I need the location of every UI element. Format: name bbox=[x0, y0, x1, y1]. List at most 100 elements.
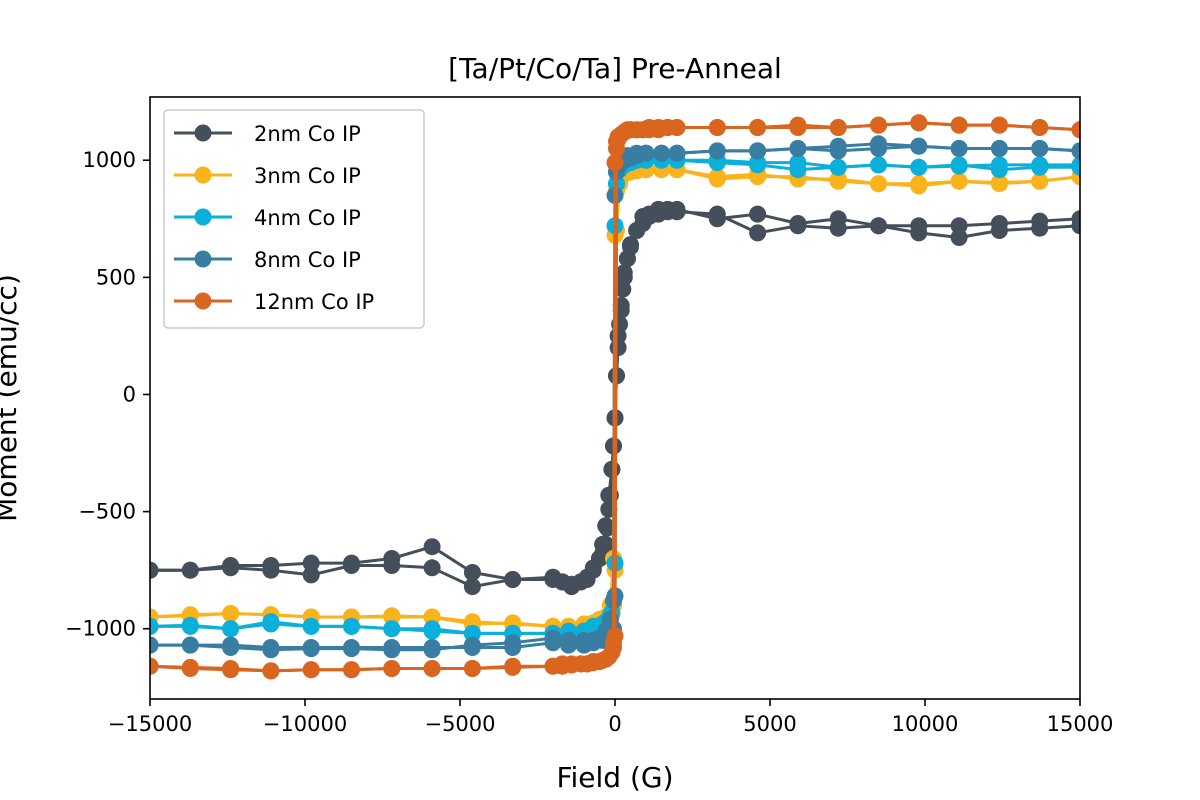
data-point bbox=[423, 608, 441, 626]
data-point bbox=[302, 554, 320, 572]
data-point bbox=[1071, 142, 1080, 160]
data-point bbox=[181, 616, 199, 634]
data-point bbox=[749, 224, 767, 242]
data-point bbox=[383, 620, 401, 638]
data-point bbox=[463, 578, 481, 596]
legend-label: 2nm Co IP bbox=[254, 122, 361, 146]
data-point bbox=[1031, 140, 1049, 157]
data-point bbox=[614, 280, 632, 298]
data-point bbox=[262, 641, 280, 659]
data-point bbox=[222, 559, 240, 577]
data-point bbox=[749, 156, 767, 174]
data-point bbox=[544, 629, 562, 647]
y-tick-label: −500 bbox=[78, 500, 136, 524]
data-point bbox=[302, 661, 320, 679]
y-tick-label: −1000 bbox=[65, 617, 136, 641]
data-point bbox=[150, 636, 159, 654]
data-point bbox=[343, 557, 360, 574]
data-point bbox=[749, 205, 767, 223]
x-axis-label: Field (G) bbox=[556, 761, 673, 794]
data-point bbox=[870, 156, 887, 174]
data-point bbox=[829, 158, 847, 176]
data-point bbox=[910, 158, 928, 176]
data-point bbox=[302, 640, 320, 658]
data-point bbox=[504, 634, 522, 652]
x-tick-label: 5000 bbox=[743, 712, 796, 736]
legend-label: 4nm Co IP bbox=[254, 206, 361, 230]
data-point bbox=[870, 116, 887, 134]
data-point bbox=[622, 238, 639, 256]
data-point bbox=[181, 561, 199, 579]
legend-label: 12nm Co IP bbox=[254, 290, 374, 314]
data-point bbox=[423, 660, 441, 677]
data-point bbox=[181, 658, 199, 676]
legend-swatch-marker bbox=[194, 250, 212, 268]
legend-item: 8nm Co IP bbox=[174, 248, 361, 272]
data-point bbox=[910, 217, 928, 235]
legend-swatch-marker bbox=[194, 292, 212, 310]
legend-label: 8nm Co IP bbox=[254, 248, 361, 272]
data-point bbox=[343, 640, 360, 658]
data-point bbox=[990, 215, 1008, 232]
data-point bbox=[789, 215, 807, 232]
x-tick-label: 15000 bbox=[1047, 712, 1114, 736]
legend: 2nm Co IP 3nm Co IP 4nm Co IP 8nm Co IP 12nm… bbox=[163, 109, 425, 329]
data-point bbox=[708, 168, 726, 186]
data-point bbox=[950, 217, 968, 235]
data-point bbox=[950, 172, 968, 190]
data-point bbox=[708, 142, 726, 160]
data-point bbox=[829, 210, 847, 228]
data-point bbox=[910, 175, 928, 193]
y-tick-label: 1000 bbox=[83, 148, 136, 172]
data-point bbox=[910, 137, 928, 155]
data-point bbox=[1071, 210, 1080, 228]
data-point bbox=[463, 636, 481, 654]
data-point bbox=[423, 641, 441, 659]
data-point bbox=[423, 538, 441, 556]
data-point bbox=[605, 634, 622, 652]
data-point bbox=[302, 617, 320, 635]
legend-label: 3nm Co IP bbox=[254, 164, 361, 188]
data-point bbox=[1031, 212, 1049, 230]
data-point bbox=[749, 142, 767, 160]
data-point bbox=[870, 217, 887, 235]
legend-item: 4nm Co IP bbox=[174, 206, 361, 230]
data-point bbox=[463, 624, 481, 642]
data-point bbox=[1031, 172, 1049, 190]
x-tick-label: 10000 bbox=[892, 712, 959, 736]
y-axis-label: Moment (emu/cc) bbox=[0, 274, 23, 522]
data-point bbox=[383, 641, 401, 659]
legend-swatch-marker bbox=[194, 166, 212, 184]
data-point bbox=[990, 116, 1008, 134]
data-point bbox=[789, 116, 807, 134]
data-point bbox=[150, 617, 159, 635]
data-point bbox=[653, 144, 670, 162]
data-point bbox=[668, 200, 686, 218]
x-tick-label: −10000 bbox=[263, 712, 347, 736]
data-point bbox=[423, 622, 441, 640]
data-point bbox=[1031, 119, 1049, 136]
data-point bbox=[1031, 156, 1049, 174]
x-tick-label: 0 bbox=[608, 712, 621, 736]
y-tick-label: 500 bbox=[96, 265, 136, 289]
data-point bbox=[606, 154, 624, 172]
y-axis: −1000 −500 0 500 1000 bbox=[65, 148, 150, 641]
data-point bbox=[990, 156, 1008, 174]
data-point bbox=[222, 620, 240, 638]
data-point bbox=[668, 119, 686, 136]
data-point bbox=[870, 175, 887, 193]
series-12nm-co-ip bbox=[150, 114, 1080, 680]
y-tick-label: 0 bbox=[123, 382, 136, 406]
data-point bbox=[504, 658, 522, 676]
data-point bbox=[829, 170, 847, 188]
data-point bbox=[302, 566, 320, 584]
data-point bbox=[222, 639, 240, 656]
data-point bbox=[591, 550, 608, 567]
data-point bbox=[383, 660, 401, 677]
data-point bbox=[262, 561, 280, 579]
data-point bbox=[829, 119, 847, 136]
data-point bbox=[829, 142, 847, 160]
data-point bbox=[463, 564, 481, 581]
